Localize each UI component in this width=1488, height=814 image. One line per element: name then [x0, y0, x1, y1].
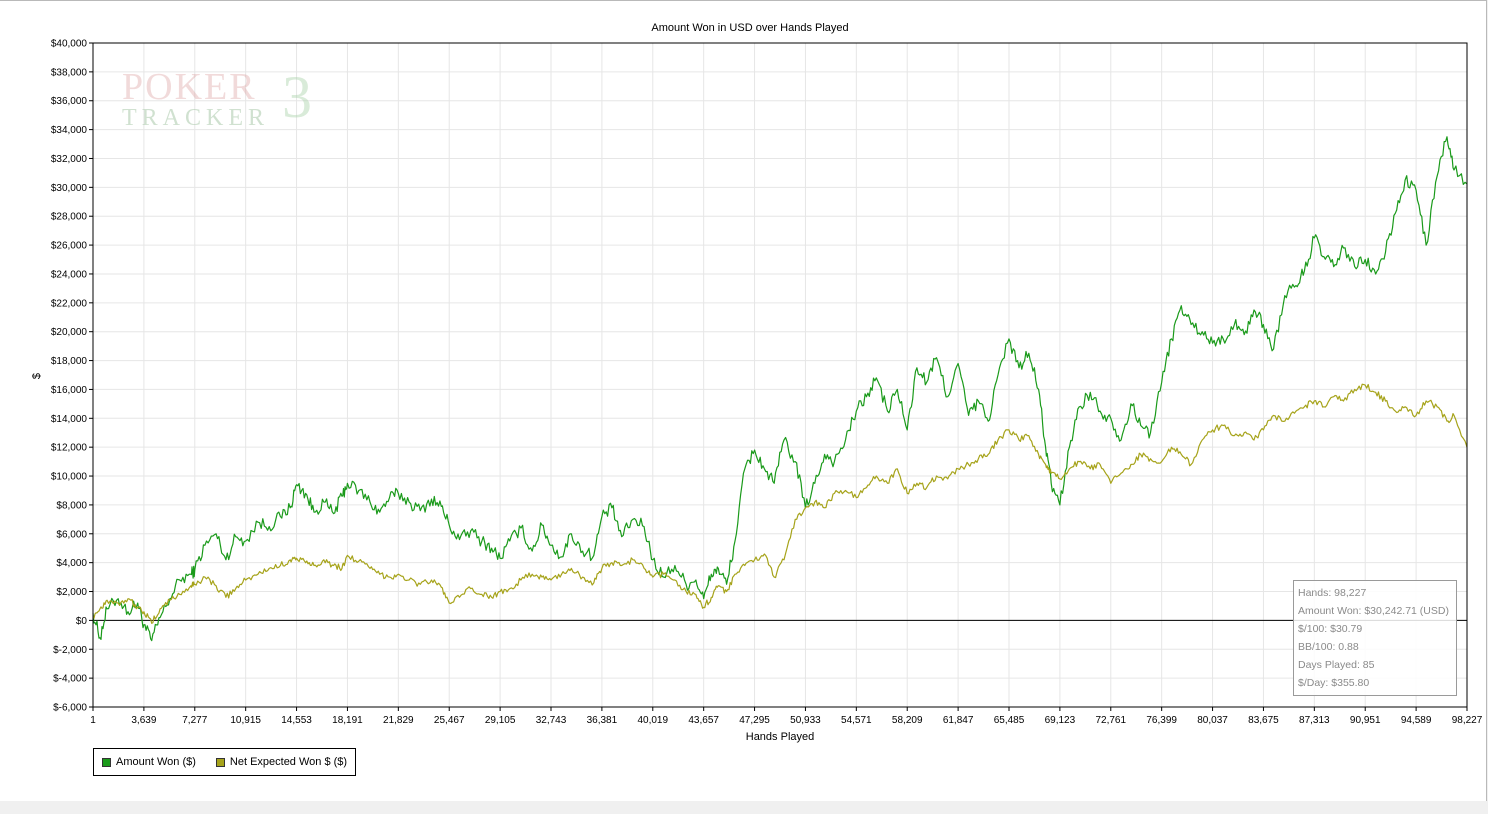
stat-bb-per-100: BB/100: 0.88 — [1298, 641, 1359, 653]
x-tick-label: 69,123 — [1045, 715, 1076, 726]
x-tick-label: 72,761 — [1095, 715, 1126, 726]
y-tick-label: $20,000 — [51, 327, 88, 338]
series-line-amount-won — [92, 136, 1468, 642]
y-tick-label: $2,000 — [56, 587, 87, 598]
x-tick-label: 47,295 — [739, 715, 770, 726]
legend-item-net-expected: Net Expected Won $ ($) — [215, 756, 348, 768]
stat-per-day: $/Day: $355.80 — [1298, 677, 1370, 689]
stat-amount-won: Amount Won: $30,242.71 (USD) — [1298, 605, 1449, 617]
y-tick-label: $28,000 — [51, 212, 88, 223]
y-tick-label: $14,000 — [51, 414, 88, 425]
x-tick-label: 98,227 — [1452, 715, 1483, 726]
y-tick-label: $16,000 — [51, 385, 88, 396]
y-axis-label: $ — [31, 373, 43, 379]
y-tick-label: $30,000 — [51, 183, 88, 194]
y-tick-label: $22,000 — [51, 298, 88, 309]
y-tick-label: $26,000 — [51, 241, 88, 252]
x-tick-label: 65,485 — [994, 715, 1025, 726]
x-axis-label: Hands Played — [746, 731, 815, 743]
y-tick-label: $4,000 — [56, 558, 87, 569]
x-tick-label: 29,105 — [485, 715, 516, 726]
series-layer — [92, 136, 1468, 642]
chart-title: Amount Won in USD over Hands Played — [651, 22, 848, 34]
y-tick-label: $10,000 — [51, 472, 88, 483]
x-tick-label: 7,277 — [182, 715, 207, 726]
y-tick-label: $0 — [76, 616, 88, 627]
x-tick-label: 50,933 — [790, 715, 821, 726]
plot-border — [92, 42, 1468, 708]
legend-label-net-expected: Net Expected Won $ ($) — [229, 756, 348, 768]
x-tick-label: 36,381 — [587, 715, 618, 726]
legend-item-amount-won: Amount Won ($) — [102, 756, 196, 768]
y-tick-label: $12,000 — [51, 443, 88, 454]
x-tick-label: 61,847 — [943, 715, 974, 726]
y-tick-label: $18,000 — [51, 356, 88, 367]
y-tick-label: $-2,000 — [53, 645, 87, 656]
x-axis-ticks: 1 3,639 7,277 10,915 14,553 18,191 21,829 25,46… — [90, 707, 1483, 726]
series-line-net-expected — [92, 383, 1468, 624]
y-tick-label: $8,000 — [56, 500, 87, 511]
y-tick-label: $6,000 — [56, 529, 87, 540]
x-tick-label: 1 — [90, 715, 96, 726]
legend-swatch-amount-won — [102, 757, 111, 767]
x-tick-label: 94,589 — [1401, 715, 1432, 726]
x-tick-label: 18,191 — [332, 715, 363, 726]
x-tick-label: 43,657 — [688, 715, 719, 726]
legend-label-amount-won: Amount Won ($) — [116, 756, 196, 768]
y-tick-label: $38,000 — [51, 67, 88, 78]
y-tick-label: $32,000 — [51, 154, 88, 165]
x-tick-label: 87,313 — [1299, 715, 1330, 726]
y-tick-label: $40,000 — [51, 39, 88, 50]
x-tick-label: 90,951 — [1350, 715, 1381, 726]
y-tick-label: $-6,000 — [53, 703, 87, 714]
stat-per-100: $/100: $30.79 — [1298, 623, 1363, 635]
x-tick-label: 54,571 — [841, 715, 872, 726]
stats-box: Hands: 98,227 Amount Won: $30,242.71 (US… — [1293, 580, 1457, 696]
x-tick-label: 32,743 — [536, 715, 567, 726]
y-tick-label: $-4,000 — [53, 674, 87, 685]
x-tick-label: 10,915 — [230, 715, 261, 726]
grid-layer — [92, 42, 1468, 708]
y-tick-label: $34,000 — [51, 125, 88, 136]
x-tick-label: 40,019 — [637, 715, 668, 726]
x-tick-label: 21,829 — [383, 715, 414, 726]
x-tick-label: 76,399 — [1146, 715, 1177, 726]
x-tick-label: 3,639 — [131, 715, 156, 726]
chart-legend: Amount Won ($) Net Expected Won $ ($) — [93, 748, 357, 776]
x-tick-label: 83,675 — [1248, 715, 1279, 726]
x-tick-label: 58,209 — [892, 715, 923, 726]
y-tick-label: $36,000 — [51, 96, 88, 107]
legend-swatch-net-expected — [215, 757, 225, 767]
y-tick-label: $24,000 — [51, 269, 88, 280]
x-tick-label: 14,553 — [281, 715, 312, 726]
stat-hands: Hands: 98,227 — [1298, 587, 1367, 599]
x-tick-label: 25,467 — [434, 715, 465, 726]
y-axis-ticks: $40,000 $38,000 $36,000 $34,000 $32,000 $30,0… — [51, 39, 93, 714]
stat-days-played: Days Played: 85 — [1298, 659, 1375, 671]
x-tick-label: 80,037 — [1197, 715, 1228, 726]
